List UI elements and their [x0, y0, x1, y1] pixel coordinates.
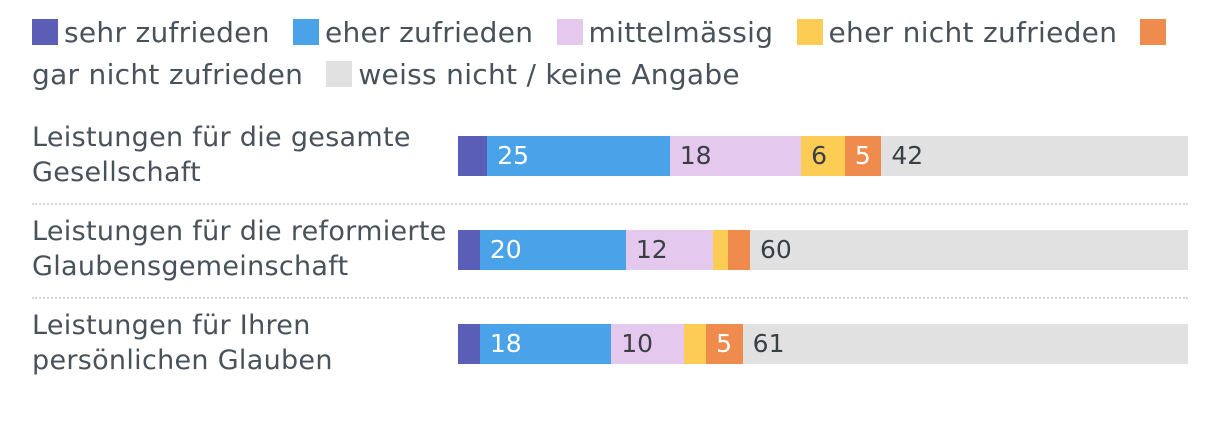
bar-segment-sehr: [458, 230, 480, 270]
row-label-line: Gesellschaft: [32, 157, 202, 188]
bar-row-1: 25 18 6 5 42: [458, 136, 1188, 176]
data-label: 6: [811, 141, 827, 170]
data-label: 61: [752, 329, 785, 358]
bar-row-3: 18 10 5 61: [458, 324, 1188, 364]
data-label: 10: [621, 329, 654, 358]
bar-segment-sehr: [458, 136, 488, 176]
legend-label-mittel: mittelmässig: [588, 16, 774, 49]
legend-swatch-gar-nicht: [1140, 19, 1167, 45]
legend-label-weiss-nicht: weiss nicht / keine Angabe: [358, 58, 740, 91]
row-divider: [32, 203, 1188, 205]
row-divider: [32, 297, 1188, 299]
legend-swatch-mittel: [556, 19, 583, 45]
bar-segment-weiss-nicht: 60: [749, 230, 1188, 270]
data-label: 18: [679, 141, 712, 170]
bar-segment-gar-nicht: [728, 230, 750, 270]
legend: sehr zufrieden eher zufrieden mittelmäss…: [32, 12, 1192, 96]
row-label-line: Glaubensgemeinschaft: [32, 251, 349, 282]
legend-item-eher: eher zufrieden: [292, 16, 534, 49]
bar-segment-eher: 20: [479, 230, 626, 270]
legend-item-sehr: sehr zufrieden: [32, 16, 270, 49]
data-label: 12: [635, 235, 668, 264]
bar-segment-eher-nicht: [713, 230, 729, 270]
bar-segment-mittel: 18: [669, 136, 802, 176]
data-label: 42: [891, 141, 924, 170]
row-label-line: Leistungen für Ihren: [32, 310, 311, 341]
legend-label-eher: eher zufrieden: [324, 16, 534, 49]
legend-label-eher-nicht: eher nicht zufrieden: [828, 16, 1118, 49]
bar-segment-weiss-nicht: 42: [881, 136, 1188, 176]
row-label-3: Leistungen für Ihren persönlichen Glauben: [32, 308, 452, 378]
data-label: 25: [497, 141, 529, 170]
legend-swatch-eher-nicht: [796, 19, 823, 45]
bar-segment-weiss-nicht: 61: [742, 324, 1188, 364]
data-label: 5: [716, 329, 733, 358]
legend-swatch-weiss-nicht: [326, 61, 353, 87]
legend-label-sehr: sehr zufrieden: [64, 16, 270, 49]
bar-segment-eher: 25: [487, 136, 670, 176]
legend-item-gar-nicht: gar nicht zufrieden: [32, 16, 1172, 91]
bar-segment-sehr: [458, 324, 480, 364]
bar-segment-eher-nicht: [684, 324, 707, 364]
bar-row-2: 20 12 60: [458, 230, 1188, 270]
bar-segment-mittel: 10: [611, 324, 685, 364]
legend-swatch-eher: [292, 19, 319, 45]
data-label: 60: [759, 235, 792, 264]
legend-item-eher-nicht: eher nicht zufrieden: [796, 16, 1118, 49]
data-label: 20: [489, 235, 522, 264]
legend-label-gar-nicht: gar nicht zufrieden: [32, 58, 304, 91]
legend-item-weiss-nicht: weiss nicht / keine Angabe: [326, 58, 740, 91]
row-label-2: Leistungen für die reformierte Glaubensge…: [32, 214, 452, 284]
legend-swatch-sehr: [32, 19, 58, 45]
data-label: 18: [489, 329, 522, 358]
legend-item-mittel: mittelmässig: [556, 16, 774, 49]
row-label-1: Leistungen für die gesamte Gesellschaft: [32, 120, 452, 190]
row-label-line: persönlichen Glauben: [32, 345, 333, 376]
data-label: 5: [854, 141, 871, 170]
row-label-line: Leistungen für die gesamte: [32, 122, 411, 153]
bar-segment-eher-nicht: 6: [801, 136, 845, 176]
bar-segment-gar-nicht: 5: [706, 324, 743, 364]
bar-segment-gar-nicht: 5: [844, 136, 882, 176]
bar-segment-mittel: 12: [625, 230, 714, 270]
bar-segment-eher: 18: [479, 324, 612, 364]
row-label-line: Leistungen für die reformierte: [32, 216, 447, 247]
